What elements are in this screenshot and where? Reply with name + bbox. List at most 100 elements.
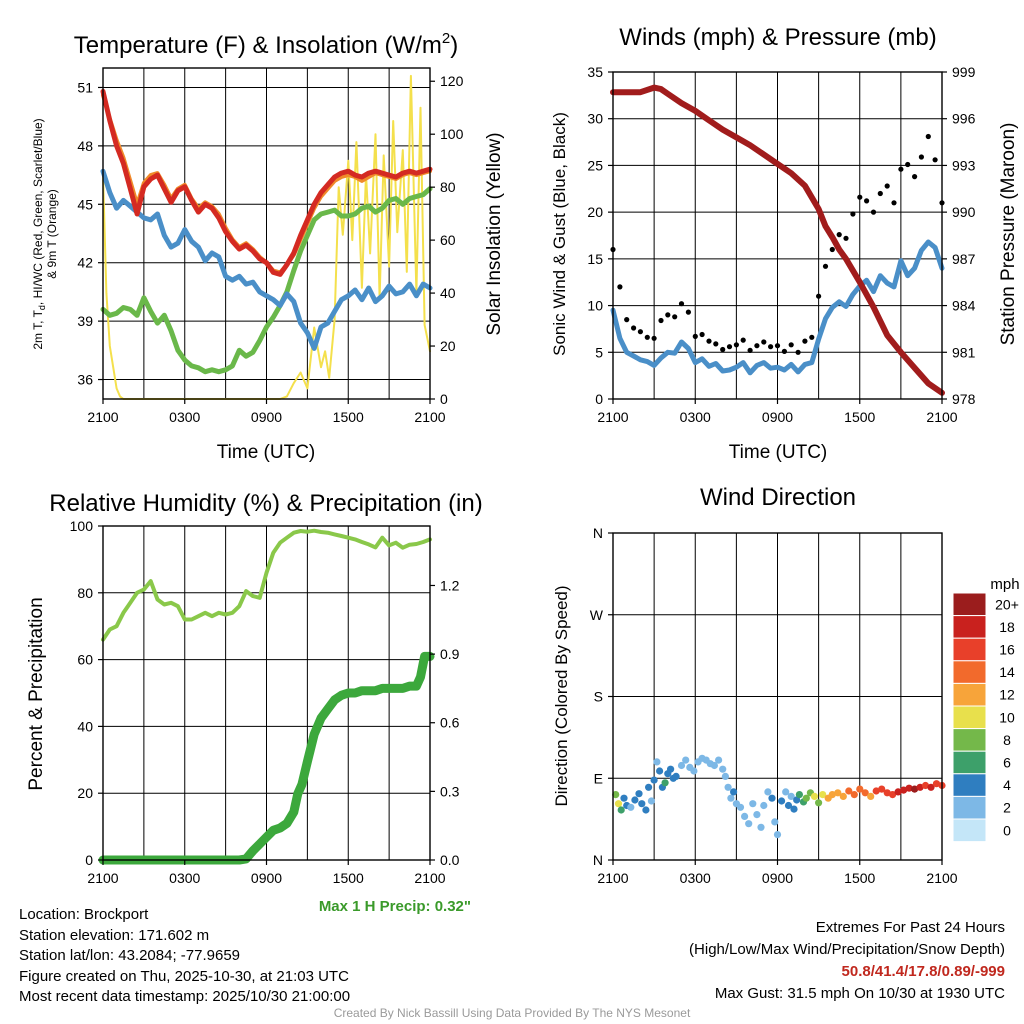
direction-point [715,756,723,764]
credit-line: Created By Nick Bassill Using Data Provi… [333,1006,691,1020]
direction-x-tick-label: 2100 [926,870,957,886]
winds-panel: Winds (mph) & Pressure (mb) 2100 0300 0900… [550,24,1019,463]
direction-series [612,754,946,839]
direction-x-tick-label: 0300 [680,870,711,886]
direction-point [757,823,765,831]
humidity-title: Relative Humidity (%) & Precipitation (i… [49,490,482,517]
colorbar-label: 12 [999,687,1015,703]
direction-point [905,784,913,792]
humidity-y2-tick-label: 1.2 [440,577,460,593]
gust-point [864,198,870,204]
gust-point [788,342,794,348]
direction-point [878,785,886,793]
winds-y-tick-label: 0 [595,391,603,407]
speed-colorbar: 20+ 18 16 14 12 10 8 6 4 2 0 [952,592,1019,843]
winds-x-tick-label: 0900 [762,409,793,425]
direction-point [784,801,793,810]
direction-y-tick-label: N [593,525,603,541]
winds-y-tick-label: 25 [587,157,603,173]
direction-point [667,765,675,773]
temperature-xlabel: Time (UTC) [217,442,316,463]
colorbar-label: 4 [1003,777,1011,793]
winds-series [610,84,945,396]
direction-point [802,794,810,802]
humidity-y-tick-label: 0 [85,852,93,868]
winds-ticks: 2100 0300 0900 1500 2100 35 30 25 20 15 10 5 0 999 996… [587,64,975,425]
station-location: Location: Brockport [19,906,149,923]
direction-point [653,758,661,766]
gust-point [692,333,698,339]
humidity-y2-tick-label: 0.6 [440,715,460,731]
winds-y2-tick-label: 999 [952,64,976,80]
winds-left-ylabel: Sonic Wind & Gust (Blue, Black) [550,112,569,356]
direction-y-tick-label: N [593,852,603,868]
gust-point [870,209,877,215]
figure-created: Figure created on Thu, 2025-10-30, at 21… [19,967,349,985]
colorbar-swatch [952,728,987,752]
extremes-subtitle: (High/Low/Max Wind/Precipitation/Snow De… [689,941,1005,958]
winds-y2-tick-label: 996 [952,111,976,127]
direction-point [627,803,635,811]
gust-point [747,347,753,353]
data-timestamp: Most recent data timestamp: 2025/10/30 2… [19,988,351,1005]
gust-point [774,343,781,349]
winds-y-tick-label: 20 [587,204,603,220]
direction-point [927,783,935,791]
direction-point [867,792,875,801]
colorbar-swatch [952,660,987,684]
winds-y-tick-label: 35 [587,64,603,80]
winds-y2-tick-label: 993 [952,157,976,173]
direction-point [795,791,804,799]
temperature-ylabel-line2: & 9m T (Orange) [45,189,59,279]
direction-y-tick-label: W [590,607,604,623]
gust-point [651,335,657,341]
direction-point [635,790,643,798]
direction-point [612,791,620,799]
direction-point [736,803,745,811]
extremes-title: Extremes For Past 24 Hours [815,919,1005,936]
gust-point [754,343,760,349]
direction-point [642,806,650,814]
gust-point [795,349,801,355]
humidity-y2-tick-label: 0.0 [440,852,460,868]
gust-point [802,338,808,344]
colorbar-swatch [952,682,987,707]
winds-x-tick-label: 0300 [680,409,711,425]
humidity-y-tick-label: 100 [70,518,94,534]
gust-point [733,342,740,348]
station-pressure-line [610,84,945,396]
gust-point [713,341,719,347]
gust-point [857,194,863,200]
direction-point [872,787,880,795]
direction-point [856,785,864,793]
colorbar-label: 14 [999,664,1015,680]
direction-point [773,831,782,839]
sonic-wind-line [610,239,945,376]
gust-point [809,334,815,340]
direction-point [730,788,738,796]
winds-x-tick-label: 1500 [844,409,875,425]
winds-title: Winds (mph) & Pressure (mb) [619,24,936,51]
humidity-x-tick-label: 0300 [169,870,200,886]
gust-point [816,293,822,299]
gust-point [932,157,938,163]
station-info: Location: Brockport Station elevation: 1… [19,905,350,1008]
direction-point [661,779,669,787]
gust-point [768,344,774,350]
gust-point [672,314,678,320]
direction-x-tick-label: 0900 [762,870,793,886]
direction-point [911,785,919,793]
winds-y2-tick-label: 987 [952,251,976,267]
direction-point [839,792,847,801]
temperature-y-tick-label: 36 [77,372,93,388]
humidity-y-tick-label: 80 [77,585,93,601]
humidity-y-tick-label: 40 [77,718,93,734]
direction-point [771,818,779,826]
colorbar-swatch [952,795,987,820]
colorbar-label: 6 [1003,755,1011,771]
colorbar-swatch [952,818,987,843]
colorbar-label: 20+ [995,596,1019,612]
gust-point [905,161,911,168]
gust-point [726,344,733,350]
